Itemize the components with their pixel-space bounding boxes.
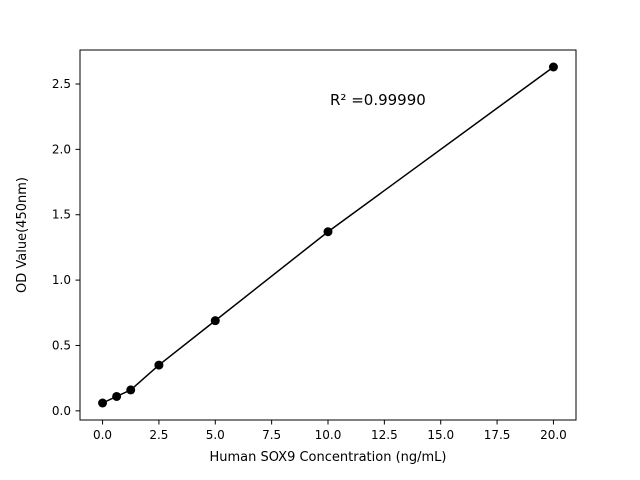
x-tick-label: 20.0 <box>540 428 567 442</box>
x-tick-label: 10.0 <box>315 428 342 442</box>
y-tick-label: 0.5 <box>52 338 71 352</box>
y-tick-label: 1.5 <box>52 208 71 222</box>
plot-area: 0.0 2.5 5.0 7.5 10.0 12.5 15.0 17.5 20.0 0.0 0.5 1.… <box>52 49 577 442</box>
y-axis-label: OD Value(450nm) <box>15 177 30 293</box>
data-point <box>98 398 108 408</box>
x-axis-label: Human SOX9 Concentration (ng/mL) <box>210 450 447 465</box>
x-tick-label: 15.0 <box>427 428 454 442</box>
x-tick-label: 12.5 <box>371 428 398 442</box>
x-tick-label: 2.5 <box>149 428 168 442</box>
data-point <box>126 385 136 395</box>
y-tick-label: 2.0 <box>52 142 71 156</box>
x-tick-label: 7.5 <box>262 428 281 442</box>
x-tick-label: 5.0 <box>206 428 225 442</box>
data-point <box>112 391 122 401</box>
x-tick-label: 0.0 <box>93 428 112 442</box>
x-tick-label: 17.5 <box>484 428 511 442</box>
y-tick-label: 1.0 <box>52 273 71 287</box>
data-point <box>210 316 220 326</box>
data-point <box>154 360 164 370</box>
r-squared-annotation: R² =0.99990 <box>330 91 426 109</box>
y-tick-label: 2.5 <box>52 77 71 91</box>
data-point <box>548 62 558 72</box>
y-tick-label: 0.0 <box>52 404 71 418</box>
data-point <box>323 227 333 237</box>
